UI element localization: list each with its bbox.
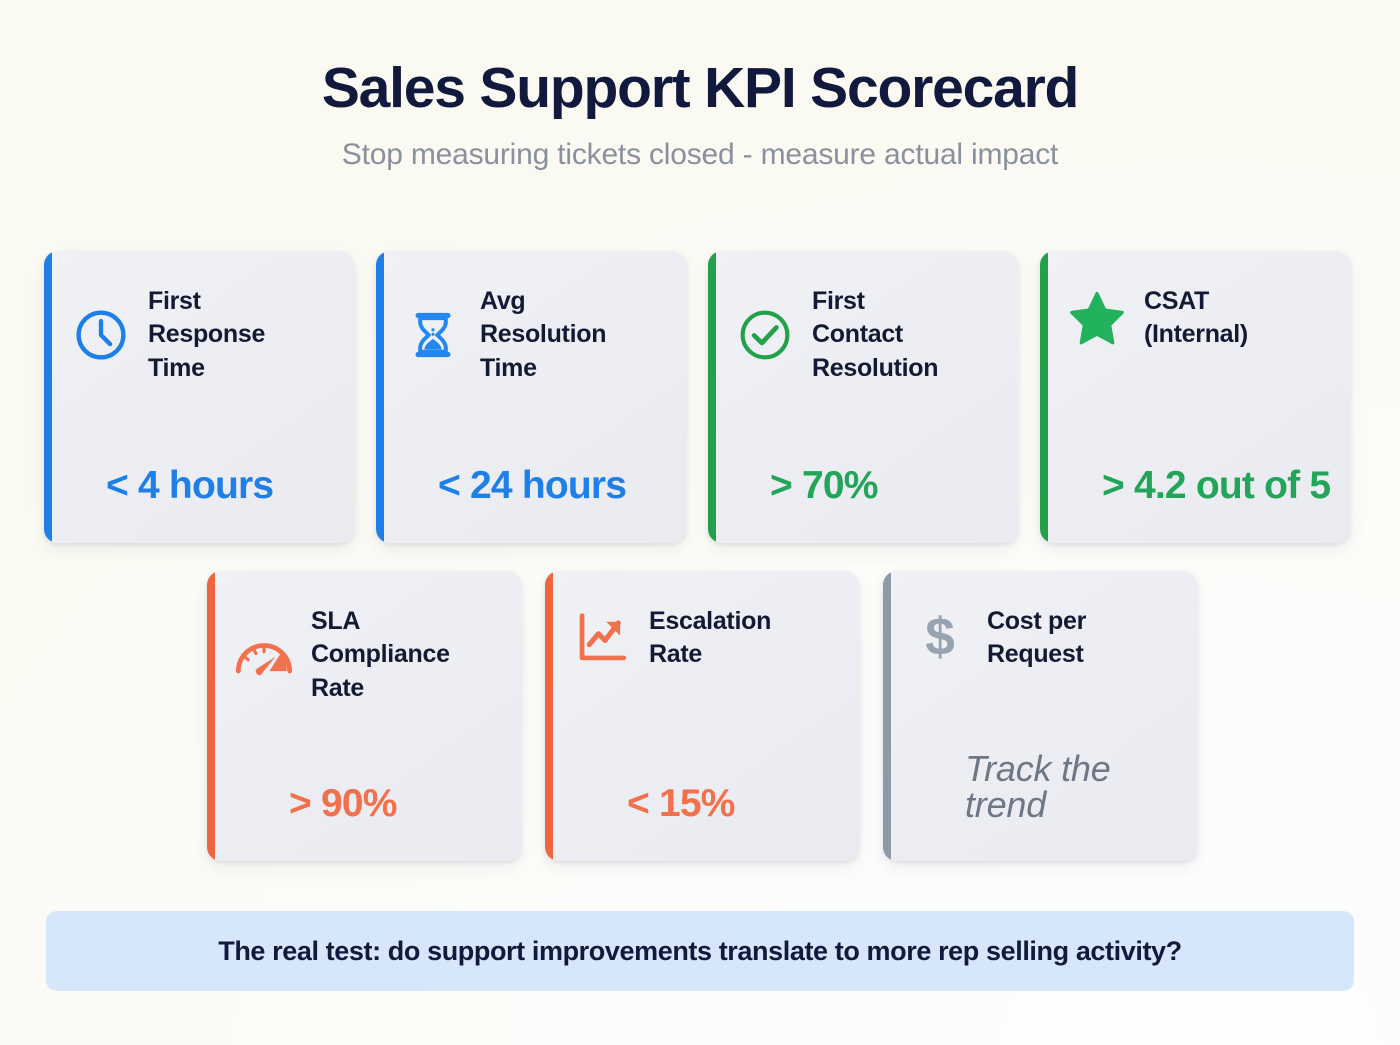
card-accent-bar [1040, 251, 1048, 543]
page-subtitle: Stop measuring tickets closed - measure … [341, 138, 1059, 172]
kpi-card-csat-internal[interactable]: CSAT (Internal) > 4.2 out of 5 [1040, 251, 1350, 543]
kpi-card-row-2: SLA Compliance Rate > 90% Escalation [207, 571, 1197, 861]
card-accent-bar [44, 251, 52, 543]
card-title: CSAT (Internal) [1144, 287, 1248, 349]
footer-banner: The real test: do support improvements t… [46, 911, 1354, 991]
card-accent-bar [883, 571, 891, 861]
kpi-card-sla-compliance-rate[interactable]: SLA Compliance Rate > 90% [207, 571, 521, 861]
card-value: < 24 hours [438, 464, 627, 507]
card-value: > 4.2 out of 5 [1102, 464, 1331, 507]
card-value: < 4 hours [106, 464, 274, 507]
star-icon [1066, 287, 1128, 349]
page-title: Sales Support KPI Scorecard [321, 56, 1080, 120]
card-title: Cost per Request [987, 607, 1087, 669]
card-value: < 15% [627, 782, 735, 825]
card-accent-bar [207, 571, 215, 861]
card-title: Escalation Rate [649, 607, 772, 669]
header: Sales Support KPI Scorecard Stop measuri… [0, 0, 1400, 172]
hourglass-icon [402, 304, 464, 366]
kpi-card-row-1: First Response Time < 4 hours [44, 251, 1350, 543]
svg-text:$: $ [925, 609, 955, 666]
kpi-card-first-response-time[interactable]: First Response Time < 4 hours [44, 251, 354, 543]
card-accent-bar [708, 251, 716, 543]
gauge-icon [233, 624, 295, 686]
card-value: Track the trend [965, 748, 1111, 825]
card-value: > 90% [289, 782, 397, 825]
card-title: Avg Resolution Time [480, 287, 607, 382]
footer-banner-text: The real test: do support improvements t… [218, 935, 1182, 966]
kpi-card-escalation-rate[interactable]: Escalation Rate < 15% [545, 571, 859, 861]
trending-up-chart-icon [571, 607, 633, 669]
card-accent-bar [376, 251, 384, 543]
check-circle-icon [734, 304, 796, 366]
kpi-card-cost-per-request[interactable]: $ Cost per Request Track the trend [883, 571, 1197, 861]
clock-icon [70, 304, 132, 366]
kpi-card-avg-resolution-time[interactable]: Avg Resolution Time < 24 hours [376, 251, 686, 543]
kpi-card-first-contact-resolution[interactable]: First Contact Resolution > 70% [708, 251, 1018, 543]
card-title: First Contact Resolution [812, 287, 939, 382]
card-accent-bar [545, 571, 553, 861]
card-title: SLA Compliance Rate [311, 607, 450, 702]
dollar-sign-icon: $ [909, 607, 971, 669]
card-value: > 70% [770, 464, 878, 507]
card-title: First Response Time [148, 287, 266, 382]
